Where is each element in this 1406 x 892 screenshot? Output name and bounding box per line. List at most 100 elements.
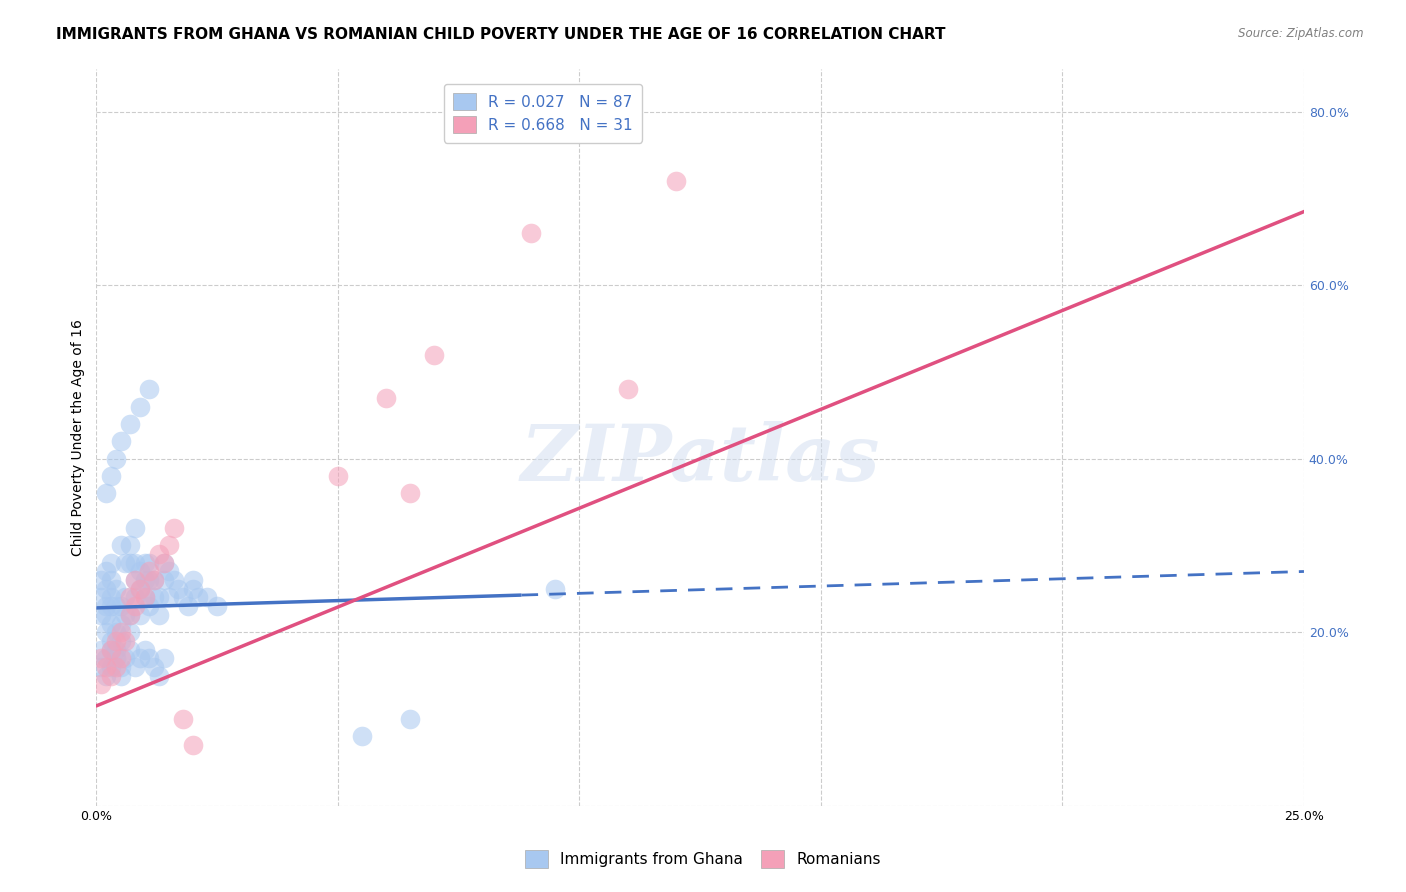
Point bbox=[143, 660, 166, 674]
Point bbox=[110, 616, 132, 631]
Point bbox=[665, 174, 688, 188]
Point bbox=[114, 651, 136, 665]
Point bbox=[100, 642, 122, 657]
Point bbox=[104, 633, 127, 648]
Point bbox=[153, 556, 176, 570]
Point bbox=[100, 642, 122, 657]
Point bbox=[124, 521, 146, 535]
Point bbox=[181, 582, 204, 596]
Point bbox=[181, 573, 204, 587]
Point bbox=[120, 556, 142, 570]
Point bbox=[399, 712, 422, 726]
Point bbox=[114, 607, 136, 622]
Point bbox=[124, 556, 146, 570]
Point bbox=[128, 565, 150, 579]
Point bbox=[148, 547, 170, 561]
Point bbox=[100, 556, 122, 570]
Point bbox=[138, 599, 160, 614]
Point bbox=[134, 573, 156, 587]
Point bbox=[110, 660, 132, 674]
Point bbox=[138, 573, 160, 587]
Point bbox=[94, 486, 117, 500]
Point bbox=[114, 556, 136, 570]
Point bbox=[134, 642, 156, 657]
Point bbox=[157, 539, 180, 553]
Point bbox=[100, 660, 122, 674]
Point bbox=[128, 607, 150, 622]
Point bbox=[124, 573, 146, 587]
Point bbox=[128, 582, 150, 596]
Point bbox=[375, 391, 398, 405]
Point bbox=[172, 591, 194, 605]
Point bbox=[124, 591, 146, 605]
Point bbox=[100, 633, 122, 648]
Point bbox=[104, 599, 127, 614]
Point bbox=[104, 582, 127, 596]
Point bbox=[94, 651, 117, 665]
Point bbox=[128, 400, 150, 414]
Point bbox=[104, 660, 127, 674]
Point bbox=[181, 738, 204, 752]
Point bbox=[104, 642, 127, 657]
Point bbox=[104, 651, 127, 665]
Point bbox=[148, 607, 170, 622]
Point bbox=[94, 582, 117, 596]
Point bbox=[423, 348, 446, 362]
Point bbox=[110, 633, 132, 648]
Point bbox=[104, 451, 127, 466]
Point bbox=[177, 599, 200, 614]
Point bbox=[124, 599, 146, 614]
Point bbox=[128, 651, 150, 665]
Point bbox=[90, 642, 112, 657]
Point bbox=[143, 591, 166, 605]
Point bbox=[143, 573, 166, 587]
Point bbox=[90, 573, 112, 587]
Point bbox=[138, 651, 160, 665]
Point bbox=[153, 651, 176, 665]
Point bbox=[100, 469, 122, 483]
Point bbox=[134, 591, 156, 605]
Point bbox=[153, 573, 176, 587]
Point bbox=[110, 625, 132, 640]
Point bbox=[143, 573, 166, 587]
Point bbox=[134, 556, 156, 570]
Point bbox=[520, 227, 543, 241]
Point bbox=[187, 591, 209, 605]
Point bbox=[100, 599, 122, 614]
Point bbox=[100, 616, 122, 631]
Point bbox=[90, 591, 112, 605]
Point bbox=[134, 591, 156, 605]
Legend: Immigrants from Ghana, Romanians: Immigrants from Ghana, Romanians bbox=[517, 843, 889, 875]
Point bbox=[94, 565, 117, 579]
Point bbox=[138, 383, 160, 397]
Point bbox=[350, 729, 373, 743]
Point bbox=[205, 599, 228, 614]
Point bbox=[162, 521, 184, 535]
Point bbox=[94, 625, 117, 640]
Point bbox=[167, 582, 190, 596]
Point bbox=[120, 625, 142, 640]
Point bbox=[100, 573, 122, 587]
Point bbox=[94, 599, 117, 614]
Point bbox=[197, 591, 219, 605]
Point bbox=[104, 625, 127, 640]
Point bbox=[148, 668, 170, 682]
Point bbox=[114, 591, 136, 605]
Point bbox=[120, 607, 142, 622]
Point bbox=[114, 633, 136, 648]
Point bbox=[157, 591, 180, 605]
Point bbox=[110, 599, 132, 614]
Legend: R = 0.027   N = 87, R = 0.668   N = 31: R = 0.027 N = 87, R = 0.668 N = 31 bbox=[444, 84, 643, 143]
Point bbox=[138, 565, 160, 579]
Point bbox=[110, 434, 132, 449]
Point bbox=[120, 607, 142, 622]
Point bbox=[162, 573, 184, 587]
Point bbox=[90, 607, 112, 622]
Point bbox=[100, 591, 122, 605]
Point bbox=[120, 642, 142, 657]
Point bbox=[157, 565, 180, 579]
Point bbox=[90, 651, 112, 665]
Point bbox=[544, 582, 567, 596]
Point bbox=[90, 677, 112, 691]
Point bbox=[616, 383, 638, 397]
